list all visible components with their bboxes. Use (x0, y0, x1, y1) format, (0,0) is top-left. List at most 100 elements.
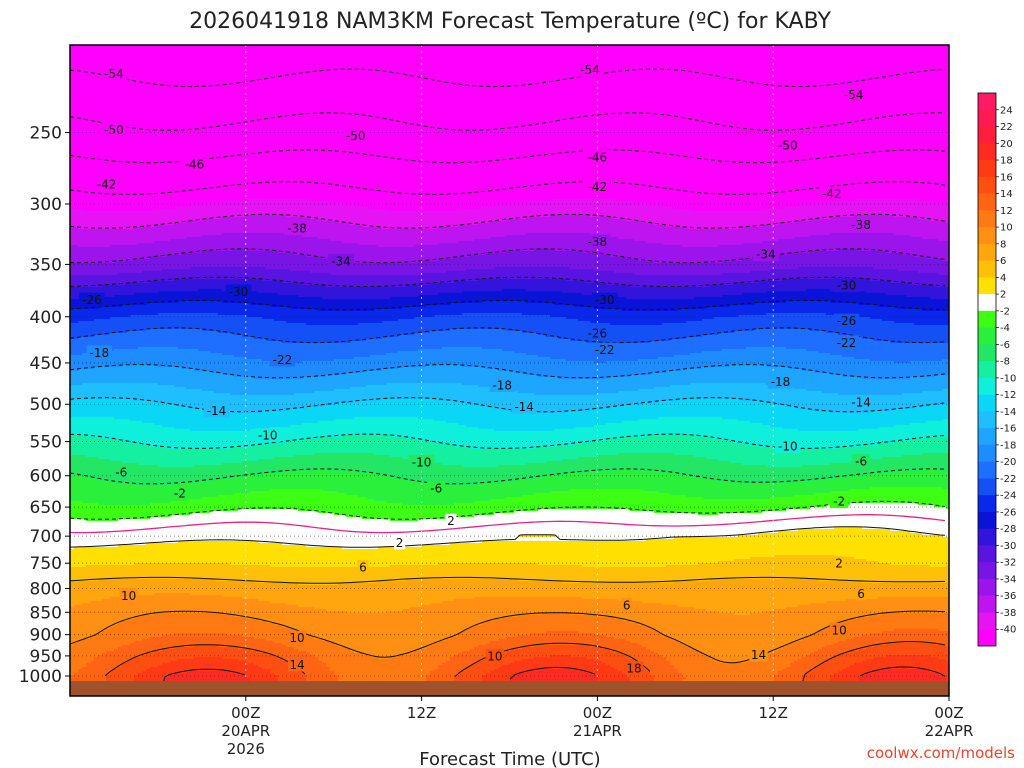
temperature-cell (694, 309, 699, 322)
temperature-cell (422, 565, 427, 580)
temperature-cell (542, 581, 547, 598)
temperature-cell (510, 465, 515, 482)
temperature-cell (334, 311, 339, 326)
temperature-cell (614, 567, 619, 584)
temperature-cell (146, 615, 151, 640)
temperature-cell (78, 369, 83, 386)
temperature-cell (130, 245, 135, 262)
temperature-cell (598, 471, 603, 490)
temperature-cell (350, 495, 355, 518)
temperature-cell (414, 333, 419, 352)
temperature-cell (386, 211, 391, 230)
temperature-cell (510, 351, 515, 372)
temperature-cell (622, 639, 627, 656)
temperature-cell (542, 431, 547, 448)
temperature-cell (450, 401, 455, 424)
temperature-cell (634, 325, 639, 344)
temperature-cell (602, 379, 607, 394)
temperature-cell (674, 401, 679, 418)
temperature-cell (558, 475, 563, 492)
temperature-cell (434, 315, 439, 332)
temperature-cell (650, 341, 655, 360)
temperature-cell (274, 215, 279, 234)
temperature-cell (502, 481, 507, 500)
temperature-cell (226, 563, 231, 582)
temperature-cell (442, 227, 447, 244)
temperature-cell (190, 329, 195, 350)
temperature-cell (606, 255, 611, 272)
temperature-cell (230, 477, 235, 496)
temperature-cell (510, 649, 515, 664)
temperature-cell (714, 661, 719, 696)
temperature-cell (358, 45, 363, 208)
temperature-cell (522, 479, 527, 496)
temperature-cell (670, 263, 675, 276)
temperature-cell (178, 501, 183, 516)
temperature-cell (166, 503, 171, 518)
temperature-cell (642, 343, 647, 360)
temperature-cell (318, 343, 323, 362)
temperature-cell (266, 459, 271, 474)
temperature-cell (142, 445, 147, 466)
temperature-cell (770, 257, 775, 270)
temperature-cell (258, 305, 263, 318)
temperature-cell (174, 269, 179, 280)
temperature-cell (714, 45, 719, 212)
temperature-cell (86, 547, 91, 566)
temperature-cell (282, 471, 287, 490)
temperature-cell (218, 315, 223, 334)
temperature-cell (454, 383, 459, 402)
temperature-cell (654, 603, 659, 632)
temperature-cell (630, 391, 635, 406)
temperature-cell (86, 229, 91, 248)
temperature-cell (94, 657, 99, 696)
temperature-cell (386, 287, 391, 300)
temperature-cell (646, 539, 651, 568)
temperature-cell (310, 655, 315, 696)
temperature-cell (374, 227, 379, 246)
temperature-cell (226, 659, 231, 672)
temperature-cell (150, 45, 155, 212)
temperature-cell (338, 419, 343, 438)
temperature-cell (406, 653, 411, 696)
temperature-cell (522, 541, 527, 564)
temperature-cell (630, 623, 635, 644)
temperature-cell (458, 653, 463, 674)
temperature-cell (386, 299, 391, 310)
temperature-cell (82, 455, 87, 478)
temperature-cell (430, 399, 435, 420)
temperature-cell (286, 395, 291, 410)
temperature-cell (290, 395, 295, 410)
temperature-cell (446, 315, 451, 332)
temperature-cell (350, 45, 355, 206)
temperature-cell (142, 563, 147, 580)
temperature-cell (130, 349, 135, 366)
temperature-cell (266, 233, 271, 252)
temperature-cell (386, 247, 391, 264)
temperature-cell (290, 283, 295, 296)
temperature-cell (686, 229, 691, 248)
temperature-cell (206, 513, 211, 542)
temperature-cell (574, 233, 579, 252)
temperature-cell (102, 417, 107, 440)
temperature-cell (374, 401, 379, 418)
temperature-cell (642, 647, 647, 668)
temperature-cell (522, 301, 527, 316)
temperature-cell (550, 359, 555, 378)
temperature-cell (474, 501, 479, 516)
temperature-cell (514, 313, 519, 332)
temperature-cell (774, 45, 779, 210)
temperature-cell (702, 211, 707, 230)
temperature-cell (650, 373, 655, 390)
temperature-cell (558, 565, 563, 582)
temperature-cell (690, 417, 695, 436)
temperature-cell (726, 419, 731, 442)
temperature-cell (618, 239, 623, 258)
temperature-cell (770, 557, 775, 580)
temperature-cell (594, 541, 599, 568)
temperature-cell (158, 271, 163, 282)
temperature-cell (478, 291, 483, 304)
temperature-cell (190, 45, 195, 206)
temperature-cell (150, 653, 155, 668)
temperature-cell (654, 653, 659, 696)
